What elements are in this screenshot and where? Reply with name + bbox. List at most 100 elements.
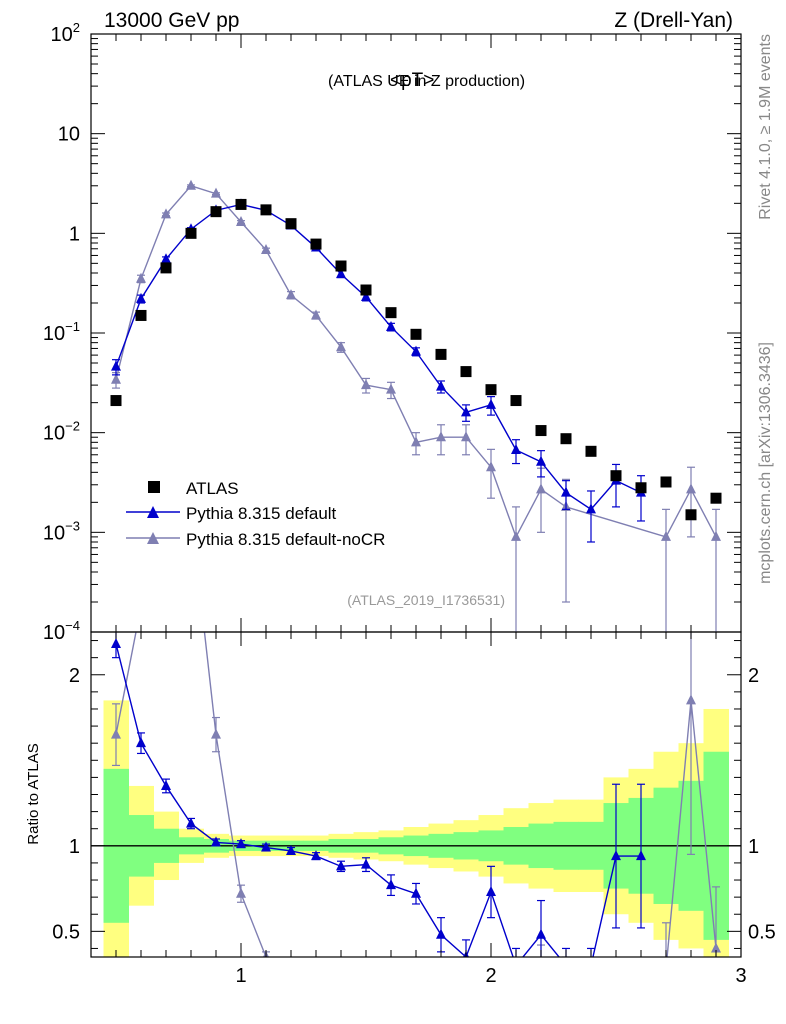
analysis-label: (ATLAS_2019_I1736531) xyxy=(347,592,505,608)
ratio-default-marker xyxy=(486,886,496,896)
nocr-marker xyxy=(286,289,296,300)
atlas-marker xyxy=(310,238,322,250)
nocr-marker xyxy=(661,530,671,541)
main-y-tick-label: 1 xyxy=(69,223,80,245)
atlas-marker xyxy=(210,206,222,218)
nocr-marker xyxy=(211,187,221,198)
ratio-default-marker xyxy=(311,850,321,861)
ratio-default-marker xyxy=(361,858,371,869)
default-marker xyxy=(111,360,121,371)
legend-default-marker xyxy=(147,506,159,518)
default-marker xyxy=(486,398,496,409)
atlas-marker xyxy=(260,204,272,216)
atlas-marker xyxy=(235,198,247,210)
ratio-nocr-marker xyxy=(711,942,721,953)
ratio-default-marker xyxy=(436,928,446,939)
ratio-default-marker xyxy=(261,841,271,852)
nocr-marker xyxy=(436,431,446,442)
atlas-marker xyxy=(160,262,172,274)
ratio-default-marker xyxy=(336,860,346,871)
atlas-marker xyxy=(335,260,347,272)
ratio-default-line xyxy=(115,643,641,957)
ratio-y-tick-label-right: 1 xyxy=(748,836,759,858)
atlas-marker xyxy=(110,395,122,407)
atlas-marker xyxy=(610,470,622,482)
x-tick-label: 3 xyxy=(735,965,746,987)
atlas-marker xyxy=(460,366,472,378)
atlas-marker xyxy=(185,227,197,239)
ratio-default-marker xyxy=(186,817,196,828)
nocr-marker xyxy=(711,530,721,541)
default-marker xyxy=(161,253,171,264)
ratio-default-marker xyxy=(411,887,421,898)
ratio-nocr-marker xyxy=(161,429,171,439)
default-marker xyxy=(136,292,146,303)
nocr-marker xyxy=(486,461,496,472)
atlas-marker xyxy=(385,307,397,319)
ratio-nocr-marker xyxy=(561,977,571,987)
main-y-tick-labels: 102 10 1 10−1 10−2 10−3 10−4 xyxy=(43,20,80,644)
ratio-nocr-marker xyxy=(311,978,321,988)
ratio-nocr-marker xyxy=(461,973,471,983)
main-y-tick-label: 10−1 xyxy=(43,319,80,345)
nocr-marker xyxy=(461,431,471,442)
default-marker xyxy=(411,345,421,356)
atlas-marker xyxy=(535,425,547,437)
ratio-nocr-marker xyxy=(136,600,146,610)
legend-atlas-label: ATLAS xyxy=(186,479,239,498)
nocr-marker xyxy=(311,309,321,320)
atlas-marker xyxy=(285,218,297,230)
atlas-marker xyxy=(435,348,447,360)
nocr-marker xyxy=(686,483,696,494)
nocr-marker xyxy=(161,208,171,219)
header-right: Z (Drell-Yan) xyxy=(614,9,733,32)
ratio-nocr-marker xyxy=(411,997,421,1007)
ratio-panel: 0.5 0.5 1 1 2 2 1 2 3 Ratio to ATLAS xyxy=(25,429,776,1007)
ratio-nocr-marker xyxy=(536,966,546,976)
main-series xyxy=(110,179,722,632)
ratio-y-tick-label-left: 0.5 xyxy=(52,921,80,943)
plot-title-main: <pT> xyxy=(390,70,434,91)
main-y-tick-label: 10 xyxy=(58,124,80,146)
atlas-marker xyxy=(560,433,572,445)
default-marker xyxy=(361,290,371,301)
plot-title-sub: (ATLAS UE in Z production) xyxy=(328,73,525,90)
atlas-marker xyxy=(135,309,147,321)
atlas-marker xyxy=(485,384,497,396)
nocr-marker xyxy=(111,373,121,384)
ratio-y-tick-label-right: 2 xyxy=(748,665,759,687)
default-marker xyxy=(536,455,546,466)
ratio-nocr-marker xyxy=(386,982,396,992)
main-y-tick-label: 10−3 xyxy=(43,518,80,544)
ratio-y-tick-label-left: 2 xyxy=(69,665,80,687)
default-marker xyxy=(386,320,396,331)
atlas-marker xyxy=(585,445,597,457)
nocr-line xyxy=(115,184,717,539)
ratio-y-tick-label-left: 1 xyxy=(69,836,80,858)
default-marker xyxy=(336,268,346,279)
main-y-tick-label: 10−4 xyxy=(43,618,80,644)
nocr-marker xyxy=(336,341,346,352)
ratio-default-marker xyxy=(611,850,621,861)
ratio-nocr-marker xyxy=(661,963,671,973)
ratio-nocr-marker xyxy=(436,985,446,995)
legend: ATLAS Pythia 8.315 default Pythia 8.315 … xyxy=(126,479,385,549)
nocr-marker xyxy=(136,272,146,283)
ratio-tick-labels: 0.5 0.5 1 1 2 2 1 2 3 xyxy=(52,665,776,987)
ratio-default-marker xyxy=(111,637,121,648)
atlas-marker xyxy=(710,492,722,504)
main-y-tick-label: 102 xyxy=(51,20,80,46)
main-panel: 102 10 1 10−1 10−2 10−3 10−4 <pT> (ATLAS UE in… xyxy=(43,20,742,644)
x-tick-label: 1 xyxy=(235,965,246,987)
nocr-marker xyxy=(186,179,196,190)
nocr-marker xyxy=(386,383,396,394)
ratio-default-marker xyxy=(561,960,571,970)
ratio-default-marker xyxy=(161,779,171,790)
mcplots-label: mcplots.cern.ch [arXiv:1306.3436] xyxy=(757,342,774,584)
ratio-nocr-marker xyxy=(211,728,221,739)
ratio-y-axis-label: Ratio to ATLAS xyxy=(25,743,42,844)
legend-default-label: Pythia 8.315 default xyxy=(186,504,337,523)
default-marker xyxy=(436,380,446,391)
nocr-marker xyxy=(411,436,421,447)
ratio-default-marker xyxy=(211,836,221,847)
